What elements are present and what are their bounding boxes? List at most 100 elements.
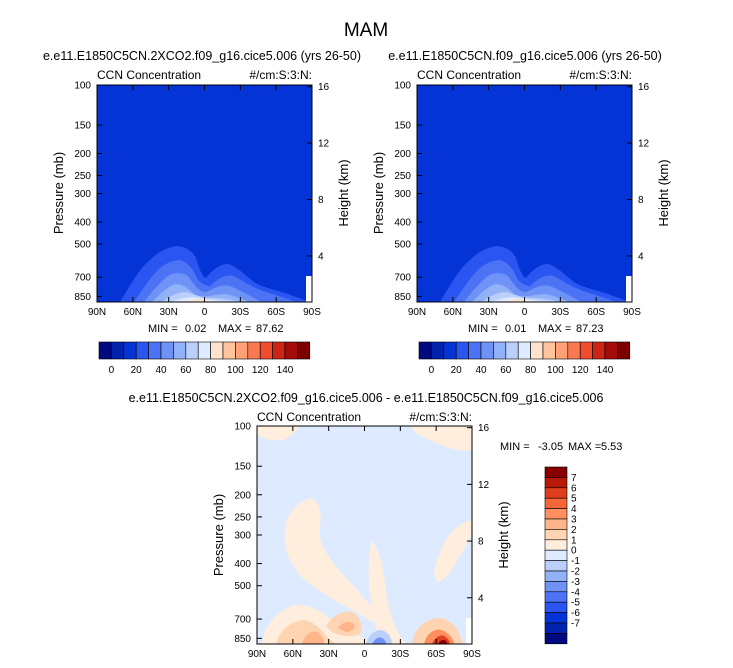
- panel-left-max-label: MAX =: [218, 323, 251, 335]
- colorbar-box: [135, 341, 149, 360]
- y-tick-label: 250: [234, 512, 251, 523]
- panel-diff-stats: MIN = -3.05 MAX = 5.53: [500, 441, 622, 453]
- colorbar-tick-label: 0: [429, 365, 435, 376]
- colorbar-tick-label: 20: [451, 365, 463, 376]
- y-tick-label: 400: [234, 559, 251, 570]
- x-tick-label: 60N: [124, 307, 142, 318]
- panel-diff-patch-topright: [410, 426, 472, 451]
- colorbar-box: [148, 341, 162, 360]
- panel-diff-variable-label: CCN Concentration: [257, 410, 361, 424]
- panel-diff-max-value: 5.53: [601, 441, 622, 453]
- y2-tick-label: 16: [318, 82, 330, 93]
- colorbar-box: [544, 466, 568, 478]
- colorbar-box: [98, 341, 112, 360]
- y-tick-label: 500: [74, 239, 91, 250]
- x-tick-label: 60N: [284, 649, 302, 660]
- y2-tick-label: 4: [638, 251, 644, 262]
- y-tick-label: 100: [74, 81, 91, 92]
- colorbar-box: [517, 341, 531, 360]
- colorbar-box: [443, 341, 457, 360]
- colorbar-box: [272, 341, 286, 360]
- x-tick-label: 30N: [479, 307, 497, 318]
- panel-right-colorbar: 0 20 40 60 80 100 120 140: [418, 341, 631, 376]
- colorbar-box: [493, 341, 507, 360]
- panel-left-variable-label: CCN Concentration: [97, 68, 201, 82]
- x-tick-label: 0: [202, 307, 208, 318]
- panel-diff-y2-label: Height (km): [496, 501, 511, 568]
- y-tick-label: 300: [74, 189, 91, 200]
- colorbar-box: [480, 341, 494, 360]
- colorbar-box: [160, 341, 174, 360]
- panel-right-max-label: MAX =: [538, 323, 571, 335]
- panel-right-variable-label: CCN Concentration: [417, 68, 521, 82]
- panel-diff-axes: 90N 60N 30N 0 30S 60S 90S 100 150 200 250 300 400 500…: [234, 422, 489, 661]
- colorbar-tick-label: 60: [500, 365, 512, 376]
- panel-left-title: e.e11.E1850C5CN.2XCO2.f09_g16.cice5.006 …: [43, 49, 361, 63]
- x-tick-label: 90N: [248, 649, 266, 660]
- colorbar-box: [197, 341, 211, 360]
- y2-tick-label: 4: [318, 251, 324, 262]
- y-tick-label: 250: [394, 171, 411, 182]
- y-tick-label: 150: [234, 462, 251, 473]
- panel-diff-units-label: #/cm:S:3:N:: [409, 410, 472, 424]
- colorbar-tick-label: 5: [571, 494, 577, 505]
- colorbar-box: [284, 341, 298, 360]
- panel-diff-min-value: -3.05: [538, 441, 563, 453]
- panel-diff-patch-neg-2: [372, 637, 386, 644]
- y2-tick-label: 4: [478, 593, 484, 604]
- colorbar-box: [544, 612, 568, 624]
- colorbar-box: [592, 341, 606, 360]
- colorbar-box: [185, 341, 199, 360]
- y-tick-label: 200: [234, 490, 251, 501]
- panel-right-max-value: 87.23: [576, 323, 604, 335]
- colorbar-tick-label: -2: [571, 567, 580, 578]
- colorbar-box: [455, 341, 469, 360]
- colorbar-box: [111, 341, 125, 360]
- y-tick-label: 100: [234, 422, 251, 433]
- panel-diff-patch-neg-1: [366, 630, 392, 644]
- panel-diff-patch-lower-4: [338, 621, 355, 632]
- panel-diff-terrain: [466, 618, 472, 644]
- colorbar-tick-label: 3: [571, 515, 577, 526]
- colorbar-box: [544, 477, 568, 489]
- y-tick-label: 700: [74, 273, 91, 284]
- y2-tick-label: 16: [638, 82, 650, 93]
- colorbar-box: [544, 633, 568, 645]
- y2-tick-label: 16: [478, 423, 490, 434]
- panel-left-units-label: #/cm:S:3:N:: [249, 68, 312, 82]
- panel-left-colorbar: 0 20 40 60 80 100 120 140: [98, 341, 311, 376]
- y-tick-label: 700: [394, 273, 411, 284]
- y2-tick-label: 8: [478, 537, 484, 548]
- colorbar-tick-label: 100: [547, 365, 564, 376]
- colorbar-tick-label: 1: [571, 535, 577, 546]
- colorbar-box: [544, 549, 568, 561]
- panel-right-min-label: MIN =: [468, 323, 498, 335]
- colorbar-tick-label: 40: [475, 365, 487, 376]
- colorbar-tick-label: 140: [597, 365, 614, 376]
- y2-tick-label: 12: [478, 480, 490, 491]
- colorbar-tick-label: 0: [571, 546, 577, 557]
- panel-right-title: e.e11.E1850C5CN.f09_g16.cice5.006 (yrs 2…: [388, 49, 662, 63]
- colorbar-box: [544, 529, 568, 541]
- y-tick-label: 300: [234, 531, 251, 542]
- colorbar-box: [579, 341, 593, 360]
- colorbar-tick-label: 6: [571, 483, 577, 494]
- y-tick-label: 500: [234, 581, 251, 592]
- panel-diff-patch-right: [434, 520, 472, 582]
- colorbar-tick-label: -1: [571, 556, 580, 567]
- colorbar-box: [173, 341, 187, 360]
- colorbar-tick-label: -4: [571, 587, 580, 598]
- colorbar-tick-label: 4: [571, 504, 577, 515]
- colorbar-tick-label: -3: [571, 577, 580, 588]
- panel-right-y2-label: Height (km): [656, 159, 671, 226]
- colorbar-tick-label: -7: [571, 619, 580, 630]
- figure-title: MAM: [344, 20, 388, 41]
- panel-left-terrain: [306, 276, 312, 302]
- panel-right-axes: 90N 60N 30N 0 30S 60S 90S 100 150 200 250 300 400 500…: [394, 81, 649, 319]
- panel-right-band-7: [506, 298, 534, 302]
- colorbar-box: [544, 560, 568, 572]
- colorbar-box: [235, 341, 249, 360]
- y-tick-label: 200: [394, 149, 411, 160]
- y-tick-label: 200: [74, 149, 91, 160]
